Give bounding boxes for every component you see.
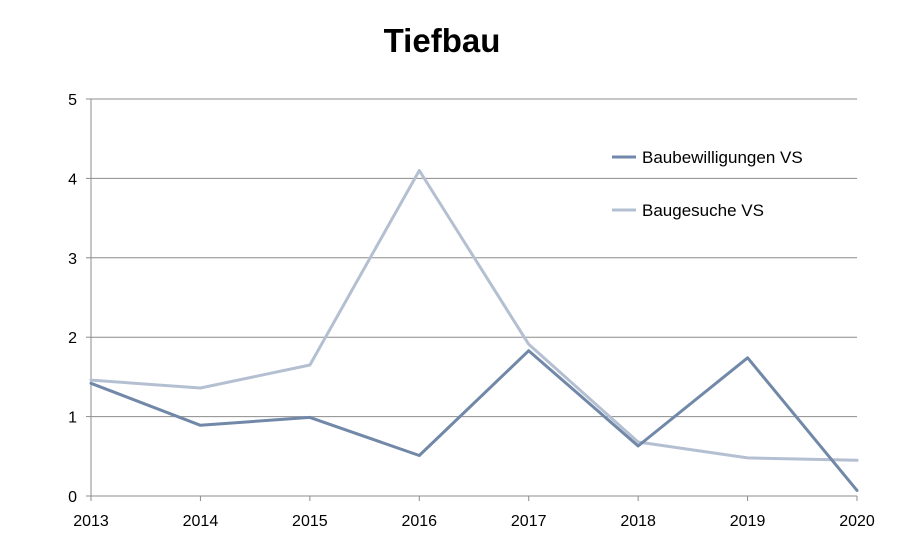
series-line-1 [89,169,859,462]
x-tick-label: 2016 [401,513,437,530]
x-tick-label: 2015 [292,513,328,530]
y-tick-label: 5 [68,92,77,109]
chart-title: Tiefbau [383,22,501,59]
axes: 0 1 2 3 4 5 2013 2014 2015 2016 2017 2018 2019 2020 [68,92,875,530]
y-tick-label: 4 [68,171,77,188]
legend: Baubewilligungen VS Baugesuche VS [612,148,803,220]
series-line-0 [89,349,859,492]
x-tick-label: 2018 [620,513,656,530]
x-tick-label: 2019 [730,513,766,530]
y-tick-label: 2 [68,330,77,347]
x-tick-label: 2013 [73,513,109,530]
y-tick-label: 0 [68,489,77,506]
legend-label-0: Baubewilligungen VS [642,148,803,167]
series-lines [89,169,859,492]
x-tick-label: 2020 [839,513,875,530]
legend-label-1: Baugesuche VS [642,201,764,220]
y-tick-label: 3 [68,251,77,268]
x-tick-label: 2017 [511,513,547,530]
y-tick-label: 1 [68,410,77,427]
x-tick-label: 2014 [183,513,219,530]
